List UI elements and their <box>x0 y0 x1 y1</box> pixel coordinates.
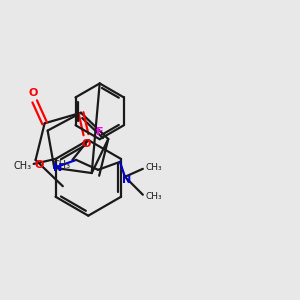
Text: N: N <box>122 175 132 185</box>
Text: O: O <box>81 139 91 148</box>
Text: CH₃: CH₃ <box>146 163 162 172</box>
Text: N: N <box>52 163 62 173</box>
Text: CH₃: CH₃ <box>146 192 162 201</box>
Text: CH₃: CH₃ <box>14 161 32 171</box>
Text: O: O <box>35 160 44 170</box>
Text: O: O <box>28 88 38 98</box>
Text: F: F <box>96 127 103 137</box>
Text: CH₃: CH₃ <box>52 160 70 170</box>
